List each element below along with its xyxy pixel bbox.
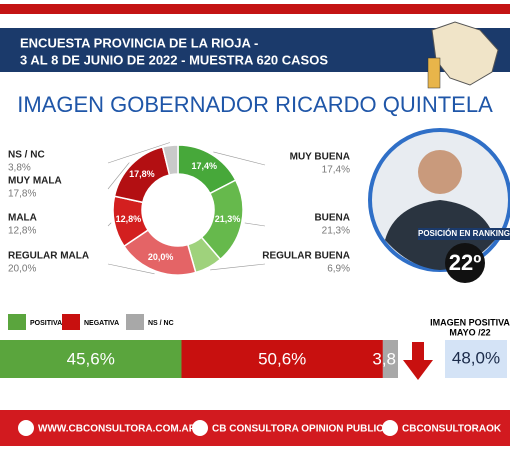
map-icon [431,21,499,86]
chart-title: IMAGEN GOBERNADOR RICARDO QUINTELA [17,92,493,117]
legend-label: NEGATIVA [84,320,119,327]
bar-segment [0,340,182,378]
bar-label: 45,6% [67,349,115,368]
leader-line [210,263,266,271]
legend-label: NS / NC [148,320,174,327]
legend-swatch [62,314,80,330]
category-value: 17,8% [8,189,36,200]
legend-swatch [8,314,26,330]
category-label: REGULAR BUENA [262,251,350,262]
bar-segment [382,340,398,378]
previous-label: MAYO /22 [449,327,490,337]
legend-swatch [126,314,144,330]
leader-line [213,151,266,166]
down-arrow [403,342,433,380]
category-value: 17,4% [322,165,350,176]
ranking-position: 22º [449,250,482,275]
slice-label: 21,3% [215,214,241,224]
category-value: 20,0% [8,264,36,275]
bar-label: 3,8 [372,349,396,368]
footer-band [0,410,510,446]
map-inset [427,57,441,89]
category-label: MUY BUENA [290,152,350,163]
category-label: REGULAR MALA [8,251,89,262]
web-icon [18,420,34,436]
leader-line [244,222,266,227]
top-stripe [0,4,510,14]
slice-label: 17,4% [191,161,217,171]
previous-label: IMAGEN POSITIVA [430,317,510,327]
header-line: 3 AL 8 DE JUNIO DE 2022 - MUESTRA 620 CA… [20,52,328,67]
footer-facebook: CB CONSULTORA OPINION PUBLICA [212,424,391,435]
header-band [0,28,510,72]
previous-box [445,340,507,378]
category-label: NS / NC [8,150,45,161]
previous-value: 48,0% [452,348,500,367]
leader-line [107,162,130,190]
facebook-icon [192,420,208,436]
category-value: 6,9% [327,264,350,275]
footer-twitter: CBCONSULTORAOK [402,424,502,435]
footer-web: WWW.CBCONSULTORA.COM.AR [38,424,197,435]
twitter-icon [382,420,398,436]
slice-label: 17,8% [129,169,155,179]
bar-segment [181,340,383,378]
ranking-badge [418,228,510,240]
category-value: 21,3% [322,226,350,237]
slice-label: 20,0% [148,252,174,262]
ranking-circle [445,243,485,283]
header-line: ENCUESTA PROVINCIA DE LA RIOJA - [20,35,258,50]
ranking-label: POSICIÓN EN RANKING [418,229,510,238]
donut-slice [161,144,179,176]
category-value: 3,8% [8,163,31,174]
bar-label: 50,6% [258,349,306,368]
slice-label: 12,8% [116,214,142,224]
category-label: BUENA [314,213,350,224]
legend-label: POSITIVA [30,320,62,327]
leader-line [107,222,112,227]
photo-head [418,150,462,194]
leader-line [107,263,155,275]
category-value: 12,8% [8,226,36,237]
category-label: MUY MALA [8,176,62,187]
leader-line [107,142,170,164]
category-label: MALA [8,213,37,224]
